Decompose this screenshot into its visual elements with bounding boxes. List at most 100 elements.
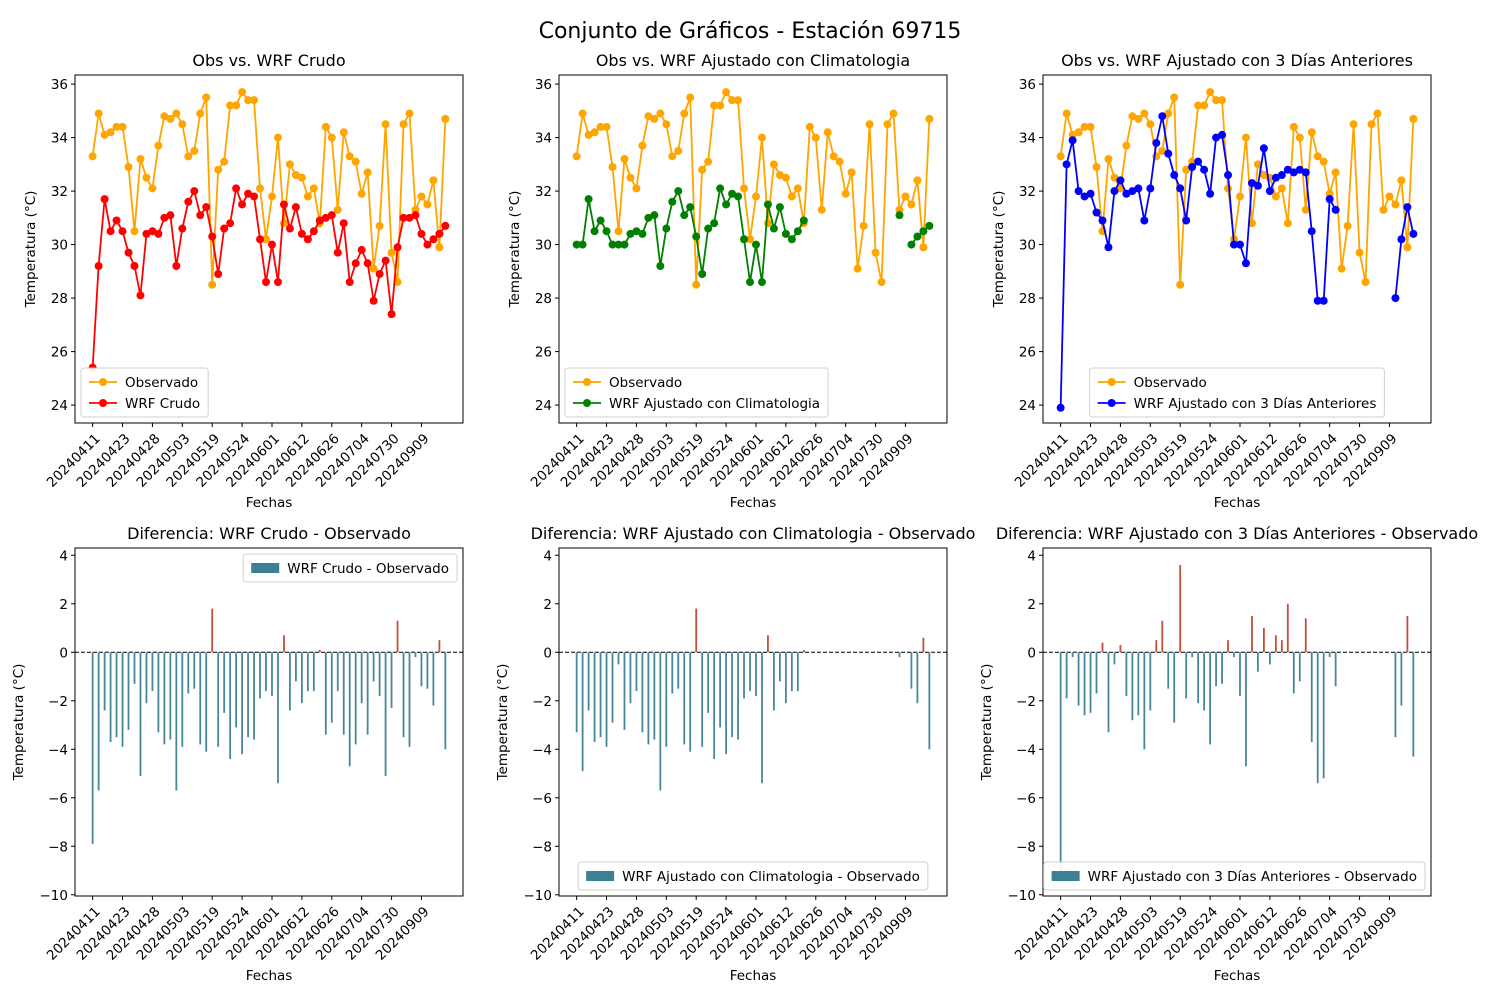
bar bbox=[928, 652, 931, 750]
point bbox=[740, 235, 749, 244]
point bbox=[262, 235, 271, 244]
bar bbox=[1304, 618, 1307, 653]
point bbox=[1373, 109, 1382, 118]
point bbox=[686, 203, 695, 212]
point bbox=[1277, 171, 1286, 180]
point bbox=[1194, 157, 1203, 166]
point bbox=[626, 173, 635, 182]
point bbox=[620, 154, 629, 163]
bar bbox=[659, 652, 662, 791]
point bbox=[1080, 192, 1089, 201]
point bbox=[907, 240, 916, 249]
bar bbox=[432, 652, 435, 706]
bar bbox=[318, 649, 321, 653]
bar bbox=[743, 652, 745, 699]
bar bbox=[265, 652, 267, 692]
y-tick-label: 28 bbox=[535, 291, 552, 307]
bar bbox=[127, 652, 130, 730]
point bbox=[1056, 403, 1065, 412]
point bbox=[262, 278, 271, 287]
bar bbox=[737, 652, 739, 740]
point bbox=[387, 248, 396, 257]
bar bbox=[719, 652, 722, 728]
point bbox=[1092, 208, 1101, 217]
point bbox=[608, 240, 617, 249]
point bbox=[172, 261, 181, 270]
point bbox=[232, 101, 241, 110]
bar bbox=[115, 652, 118, 738]
point bbox=[596, 122, 605, 131]
point bbox=[1397, 176, 1406, 185]
bar bbox=[348, 652, 351, 767]
point bbox=[375, 221, 384, 230]
bar bbox=[1095, 652, 1098, 694]
bar bbox=[1298, 652, 1301, 682]
point bbox=[256, 235, 265, 244]
point bbox=[297, 229, 306, 238]
bar bbox=[910, 652, 913, 689]
y-tick-label: 32 bbox=[535, 184, 552, 200]
bar bbox=[390, 652, 393, 709]
point bbox=[142, 229, 151, 238]
legend-label: WRF Ajustado con Climatologia bbox=[609, 396, 820, 412]
point bbox=[273, 278, 282, 287]
point bbox=[823, 128, 832, 137]
point bbox=[339, 219, 348, 228]
point bbox=[1403, 203, 1412, 212]
bar bbox=[629, 652, 632, 704]
point bbox=[1319, 296, 1328, 305]
bar bbox=[581, 652, 584, 772]
point bbox=[674, 187, 683, 196]
legend-box bbox=[242, 553, 458, 583]
bar bbox=[1125, 652, 1128, 696]
point bbox=[1283, 219, 1292, 228]
point bbox=[154, 141, 163, 150]
point bbox=[1235, 192, 1244, 201]
point bbox=[1140, 109, 1149, 118]
point bbox=[387, 310, 396, 319]
point bbox=[1391, 200, 1400, 209]
point bbox=[381, 120, 390, 129]
legend-label: WRF Crudo - Observado bbox=[287, 561, 449, 577]
point bbox=[1253, 181, 1262, 190]
y-tick-label: −10 bbox=[1008, 888, 1037, 904]
point bbox=[1241, 133, 1250, 142]
point bbox=[841, 189, 850, 198]
axes-frame bbox=[74, 74, 464, 424]
point bbox=[423, 240, 432, 249]
bar bbox=[1143, 652, 1146, 750]
legend-patch bbox=[1051, 871, 1080, 881]
y-tick-label: −4 bbox=[1016, 742, 1036, 758]
bar bbox=[1059, 652, 1062, 881]
legend-label: WRF Ajustado con 3 Días Anteriores - Obs… bbox=[1088, 869, 1417, 885]
point bbox=[1391, 294, 1400, 303]
x-axis-label: Fechas bbox=[246, 495, 293, 511]
point bbox=[250, 96, 259, 105]
point bbox=[321, 122, 330, 131]
y-tick-label: 0 bbox=[1027, 645, 1036, 661]
point bbox=[1170, 93, 1179, 102]
point bbox=[883, 120, 892, 129]
y-tick-label: −2 bbox=[48, 694, 68, 710]
point bbox=[1409, 229, 1418, 238]
point bbox=[925, 221, 934, 230]
point bbox=[620, 240, 629, 249]
y-tick-label: 2 bbox=[59, 597, 68, 613]
point bbox=[238, 200, 247, 209]
bar bbox=[1251, 615, 1253, 653]
bar bbox=[151, 652, 154, 692]
axes-frame bbox=[74, 547, 464, 897]
point bbox=[626, 229, 635, 238]
y-tick-label: −8 bbox=[48, 839, 68, 855]
subplot: Obs vs. WRF Ajustado con 3 Días Anterior… bbox=[991, 51, 1432, 511]
point bbox=[829, 152, 838, 161]
point bbox=[333, 205, 342, 214]
legend: Observado WRF Crudo bbox=[80, 367, 209, 418]
point bbox=[1182, 165, 1191, 174]
bar bbox=[1400, 652, 1403, 706]
bar bbox=[1209, 652, 1211, 745]
bar bbox=[575, 652, 578, 733]
point bbox=[584, 195, 593, 204]
bar bbox=[1083, 652, 1086, 716]
point bbox=[393, 278, 402, 287]
